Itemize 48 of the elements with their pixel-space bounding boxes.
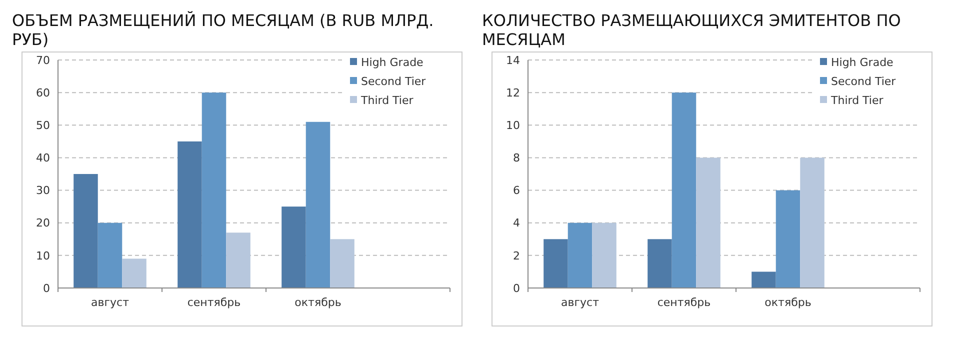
bar (592, 222, 616, 288)
y-tick-label: 10 (36, 249, 50, 262)
y-tick-label: 70 (36, 54, 50, 67)
x-tick-label: сентябрь (187, 296, 241, 309)
x-tick-label: сентябрь (657, 296, 711, 309)
legend-label: High Grade (361, 56, 424, 69)
y-tick-label: 0 (513, 282, 520, 295)
bar (568, 222, 592, 288)
legend-label: High Grade (831, 56, 894, 69)
bar (752, 272, 776, 288)
y-tick-label: 4 (513, 216, 520, 230)
legend-label: Third Tier (830, 94, 884, 107)
legend-label: Second Tier (361, 74, 426, 88)
y-tick-label: 10 (506, 118, 520, 132)
y-tick-label: 20 (36, 216, 50, 230)
y-tick-label: 2 (513, 249, 520, 262)
bar (544, 239, 568, 288)
bar (202, 92, 226, 288)
bar (178, 141, 202, 288)
bar (672, 92, 696, 288)
legend-label: Second Tier (831, 74, 896, 88)
chart-title: КОЛИЧЕСТВО РАЗМЕЩАЮЩИХСЯ ЭМИТЕНТОВ ПО МЕСЯЦАМ (482, 11, 901, 49)
y-tick-label: 0 (43, 282, 50, 295)
bar (74, 174, 98, 288)
x-tick-label: август (91, 296, 130, 309)
y-tick-label: 50 (36, 118, 50, 132)
bar (696, 158, 720, 288)
bar (648, 239, 672, 288)
bar (800, 158, 824, 288)
legend-label: Third Tier (360, 94, 414, 107)
bar (282, 206, 306, 288)
chart-title: ОБЪЕМ РАЗМЕЩЕНИЙ ПО МЕСЯЦАМ (В RUB МЛРД. РУБ) (12, 11, 434, 49)
y-tick-label: 60 (36, 86, 50, 100)
x-tick-label: октябрь (764, 296, 812, 309)
bar (306, 122, 330, 288)
bar (98, 222, 122, 288)
y-tick-label: 8 (513, 152, 520, 165)
bar (122, 258, 146, 288)
y-tick-label: 12 (506, 86, 520, 100)
x-tick-label: октябрь (294, 296, 342, 309)
bar (776, 190, 800, 288)
y-tick-label: 30 (36, 184, 50, 198)
bar (330, 239, 354, 288)
y-tick-label: 40 (36, 152, 50, 165)
y-tick-label: 14 (506, 54, 520, 67)
bar (226, 232, 250, 288)
y-tick-label: 6 (513, 184, 520, 198)
x-tick-label: август (561, 296, 600, 309)
